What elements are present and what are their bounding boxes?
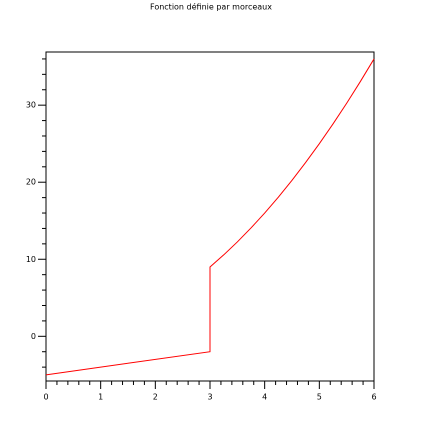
x-tick-label: 0	[43, 393, 48, 402]
y-tick-label: 30	[26, 101, 36, 110]
x-tick-label: 3	[207, 393, 212, 402]
x-tick-label: 4	[262, 393, 267, 402]
x-tick-label: 1	[98, 393, 103, 402]
y-tick-label: 10	[26, 255, 36, 264]
line	[45, 58, 375, 376]
x-tick-label: 6	[371, 393, 376, 402]
x-tick-label: 5	[317, 393, 322, 402]
y-tick-label: 0	[31, 332, 36, 341]
chart-title: Fonction définie par morceaux	[150, 2, 272, 12]
y-tick-label: 20	[26, 178, 36, 187]
x-tick-label: 2	[153, 393, 158, 402]
